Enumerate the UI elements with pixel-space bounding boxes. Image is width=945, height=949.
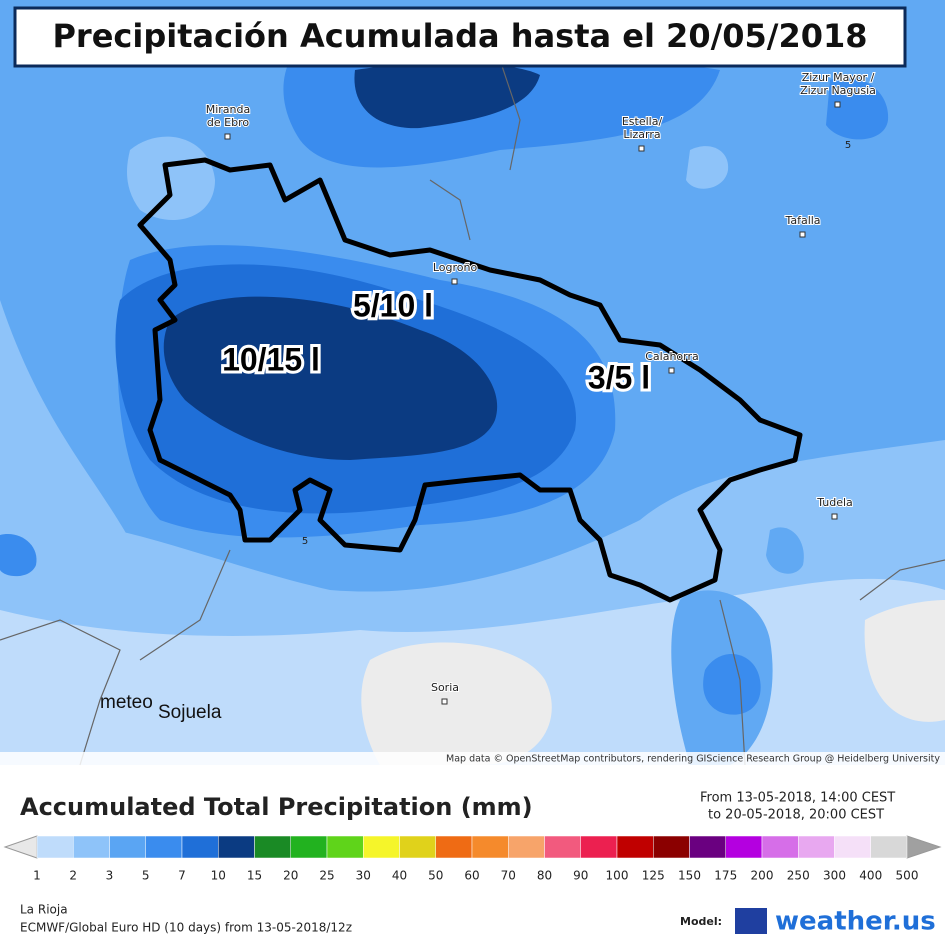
- legend-tick-label: 50: [428, 869, 443, 883]
- place-label: Soria: [431, 681, 459, 694]
- eu-flag: [735, 908, 767, 934]
- color-bin: [36, 835, 74, 859]
- color-bin: [761, 835, 799, 859]
- color-bin: [544, 835, 581, 859]
- legend-tick-label: 100: [606, 869, 629, 883]
- legend-tick-label: 400: [859, 869, 882, 883]
- place-marker: [831, 513, 838, 520]
- color-bin: [616, 835, 654, 859]
- legend-tick-label: 60: [464, 869, 479, 883]
- zone-label: 5/10 l: [353, 287, 433, 323]
- legend-tick-label: 175: [714, 869, 737, 883]
- legend-tick-label: 150: [678, 869, 701, 883]
- color-bin: [145, 835, 183, 859]
- color-bin: [725, 835, 763, 859]
- legend-tick-label: 30: [356, 869, 371, 883]
- legend-tick-label: 200: [751, 869, 774, 883]
- color-bin: [290, 835, 328, 859]
- place-label: Miranda: [206, 103, 251, 116]
- legend-tick-label: 40: [392, 869, 407, 883]
- legend-tick-label: 25: [319, 869, 334, 883]
- legend-tick-label: 70: [501, 869, 516, 883]
- legend-tick-label: 15: [247, 869, 262, 883]
- place-marker: [451, 278, 458, 285]
- color-bin: [399, 835, 436, 859]
- legend-tick-label: 20: [283, 869, 298, 883]
- color-bin: [508, 835, 545, 859]
- place-marker: [638, 145, 645, 152]
- place-marker: [834, 101, 841, 108]
- color-bin: [653, 835, 690, 859]
- color-bin: [471, 835, 509, 859]
- colorbar-arrow: [3, 835, 38, 859]
- legend-tick-label: 250: [787, 869, 810, 883]
- color-bin: [834, 835, 871, 859]
- legend-tick-label: 500: [896, 869, 919, 883]
- legend-tick-label: 5: [142, 869, 150, 883]
- place-label: Zizur Mayor /: [802, 71, 875, 84]
- legend-title: Accumulated Total Precipitation (mm): [20, 793, 533, 821]
- color-bin: [109, 835, 146, 859]
- footer-source: ECMWF/Global Euro HD (10 days) from 13-0…: [20, 921, 352, 935]
- period-to: to 20-05-2018, 20:00 CEST: [708, 808, 884, 823]
- place-label: Lizarra: [623, 128, 660, 141]
- place-marker: [668, 367, 675, 374]
- color-bin: [326, 835, 364, 859]
- legend-tick-label: 90: [573, 869, 588, 883]
- zone-label: 3/5 l: [588, 359, 650, 395]
- legend-tick-label: 2: [69, 869, 77, 883]
- place-label: Calahorra: [645, 350, 699, 363]
- place-marker: [441, 698, 448, 705]
- map: [0, 0, 945, 766]
- color-bin: [181, 835, 219, 859]
- color-bin: [73, 835, 110, 859]
- colorbar: 1 2 3 5 7 10 15 20 25 30 40 50 60 70 80 90 100 125 150 175 2…: [3, 835, 942, 883]
- title: Precipitación Acumulada hasta el 20/05/2…: [52, 17, 867, 55]
- contour-label: 5: [302, 536, 308, 547]
- legend-tick-label: 80: [537, 869, 552, 883]
- color-bin: [798, 835, 835, 859]
- legend-tick-label: 300: [823, 869, 846, 883]
- place-label: Tudela: [816, 496, 853, 509]
- legend-tick-label: 7: [178, 869, 186, 883]
- watermark: meteo: [100, 692, 153, 713]
- legend-tick-label: 10: [211, 869, 226, 883]
- attribution: Map data © OpenStreetMap contributors, r…: [446, 754, 940, 765]
- legend-tick-label: 1: [33, 869, 41, 883]
- colorbar-arrow: [906, 835, 942, 859]
- footer-region: La Rioja: [20, 903, 68, 917]
- place-marker: [224, 133, 231, 140]
- color-bin: [218, 835, 255, 859]
- place-label: Tafalla: [784, 214, 820, 227]
- contour-label: 5: [845, 140, 851, 151]
- model-label: Model:: [680, 915, 722, 928]
- place-label: de Ebro: [207, 116, 249, 129]
- brand: weather.us: [775, 907, 936, 937]
- color-bin: [363, 835, 400, 859]
- place-label: Zizur Nagusia: [800, 84, 876, 97]
- watermark: Sojuela: [158, 702, 222, 723]
- period-from: From 13-05-2018, 14:00 CEST: [700, 791, 895, 806]
- title-box: [13, 6, 907, 68]
- place-marker: [799, 231, 806, 238]
- color-bin: [580, 835, 618, 859]
- color-bin: [689, 835, 726, 859]
- zone-label: 10/15 l: [222, 341, 320, 377]
- place-label: Logroño: [433, 261, 478, 274]
- color-bin: [254, 835, 291, 859]
- legend-tick-label: 125: [642, 869, 665, 883]
- legend-tick-label: 3: [106, 869, 114, 883]
- color-bin: [435, 835, 473, 859]
- color-bin: [870, 835, 908, 859]
- place-label: Estella/: [622, 115, 663, 128]
